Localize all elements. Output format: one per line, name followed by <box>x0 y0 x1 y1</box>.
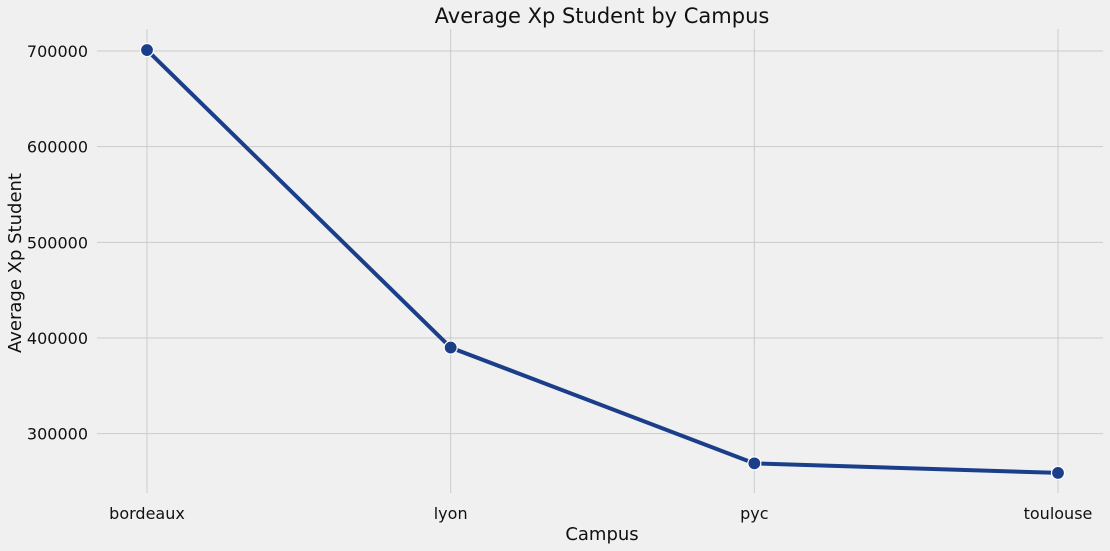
y-tick-label: 500000 <box>27 233 88 252</box>
y-tick-label: 400000 <box>27 329 88 348</box>
x-tick-label: pyc <box>740 504 768 523</box>
y-tick-label: 300000 <box>27 425 88 444</box>
x-axis-title: Campus <box>565 524 638 545</box>
series-layer <box>139 42 1066 481</box>
x-tick-label: lyon <box>434 504 468 523</box>
chart-title: Average Xp Student by Campus <box>435 4 770 28</box>
x-tick-label: bordeaux <box>109 504 185 523</box>
x-tick-label: toulouse <box>1024 504 1093 523</box>
tick-labels: 300000 400000 500000 600000 700000 bordeaux ly… <box>27 42 1092 523</box>
data-point-marker <box>747 456 762 471</box>
data-point-marker <box>139 42 155 58</box>
y-axis-title: Average Xp Student <box>5 173 26 353</box>
series-line <box>145 48 1060 475</box>
data-point-marker <box>443 340 458 355</box>
grid <box>97 29 1103 493</box>
y-tick-label: 600000 <box>27 138 88 157</box>
data-point-marker <box>1050 465 1066 481</box>
y-tick-label: 700000 <box>27 42 88 61</box>
